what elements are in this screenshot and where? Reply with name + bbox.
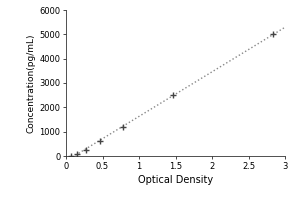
X-axis label: Optical Density: Optical Density xyxy=(138,175,213,185)
Y-axis label: Concentration(pg/mL): Concentration(pg/mL) xyxy=(26,33,35,133)
